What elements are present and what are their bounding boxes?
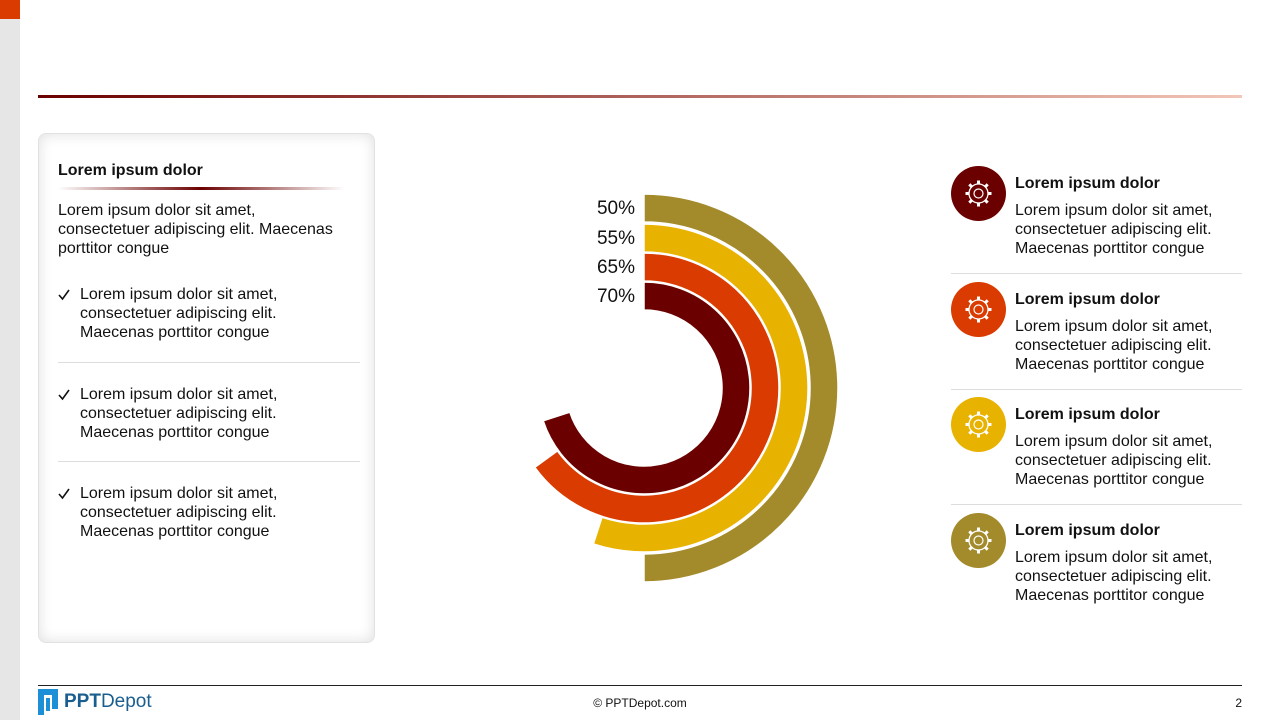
separator [951, 389, 1242, 390]
copyright: © PPTDepot.com [593, 696, 687, 710]
item-text: Lorem ipsum dolor sit amet, consectetuer… [1015, 318, 1213, 373]
item-text: Lorem ipsum dolor sit amet, consectetuer… [1015, 549, 1213, 604]
separator [951, 504, 1242, 505]
radial-bar [542, 281, 751, 495]
separator [951, 273, 1242, 274]
item-title: Lorem ipsum dolor [1015, 175, 1160, 192]
check-icon [58, 488, 70, 500]
item-title: Lorem ipsum dolor [1015, 522, 1160, 539]
page-number: 2 [1235, 696, 1242, 710]
logo-bold: PPT [64, 691, 101, 712]
header-line [38, 95, 1242, 98]
panel-underline [58, 187, 344, 190]
panel-title: Lorem ipsum dolor [58, 162, 203, 179]
check-icon [58, 389, 70, 401]
logo: PPTDepot [64, 691, 152, 713]
value-label: 50% [597, 198, 635, 219]
logo-icon [38, 689, 58, 715]
separator [58, 362, 360, 363]
bullet: Lorem ipsum dolor sit amet, consectetuer… [80, 286, 278, 341]
item-title: Lorem ipsum dolor [1015, 291, 1160, 308]
check-icon [58, 289, 70, 301]
item-text: Lorem ipsum dolor sit amet, consectetuer… [1015, 202, 1213, 257]
item-title: Lorem ipsum dolor [1015, 406, 1160, 423]
radial-bar [533, 252, 780, 524]
gear-icon [951, 282, 1006, 337]
item-text: Lorem ipsum dolor sit amet, consectetuer… [1015, 433, 1213, 488]
value-label: 65% [597, 257, 635, 278]
separator [58, 461, 360, 462]
radial-chart: 50% 55% 65% 70% [533, 193, 839, 583]
bullet: Lorem ipsum dolor sit amet, consectetuer… [80, 485, 278, 540]
bullet: Lorem ipsum dolor sit amet, consectetuer… [80, 386, 278, 441]
footer-line [38, 685, 1242, 686]
gear-icon [951, 397, 1006, 452]
gear-icon [951, 513, 1006, 568]
radial-bar [592, 223, 809, 553]
left-panel: Lorem ipsum dolor Lorem ipsum dolor sit … [38, 133, 375, 643]
logo-text: Depot [100, 691, 152, 712]
gear-icon [951, 166, 1006, 221]
value-label: 55% [597, 228, 635, 249]
value-label: 70% [597, 286, 635, 307]
panel-intro: Lorem ipsum dolor sit amet, consectetuer… [58, 202, 333, 257]
corner-accent [0, 0, 20, 19]
radial-bar [643, 193, 839, 583]
side-strip [0, 0, 20, 720]
